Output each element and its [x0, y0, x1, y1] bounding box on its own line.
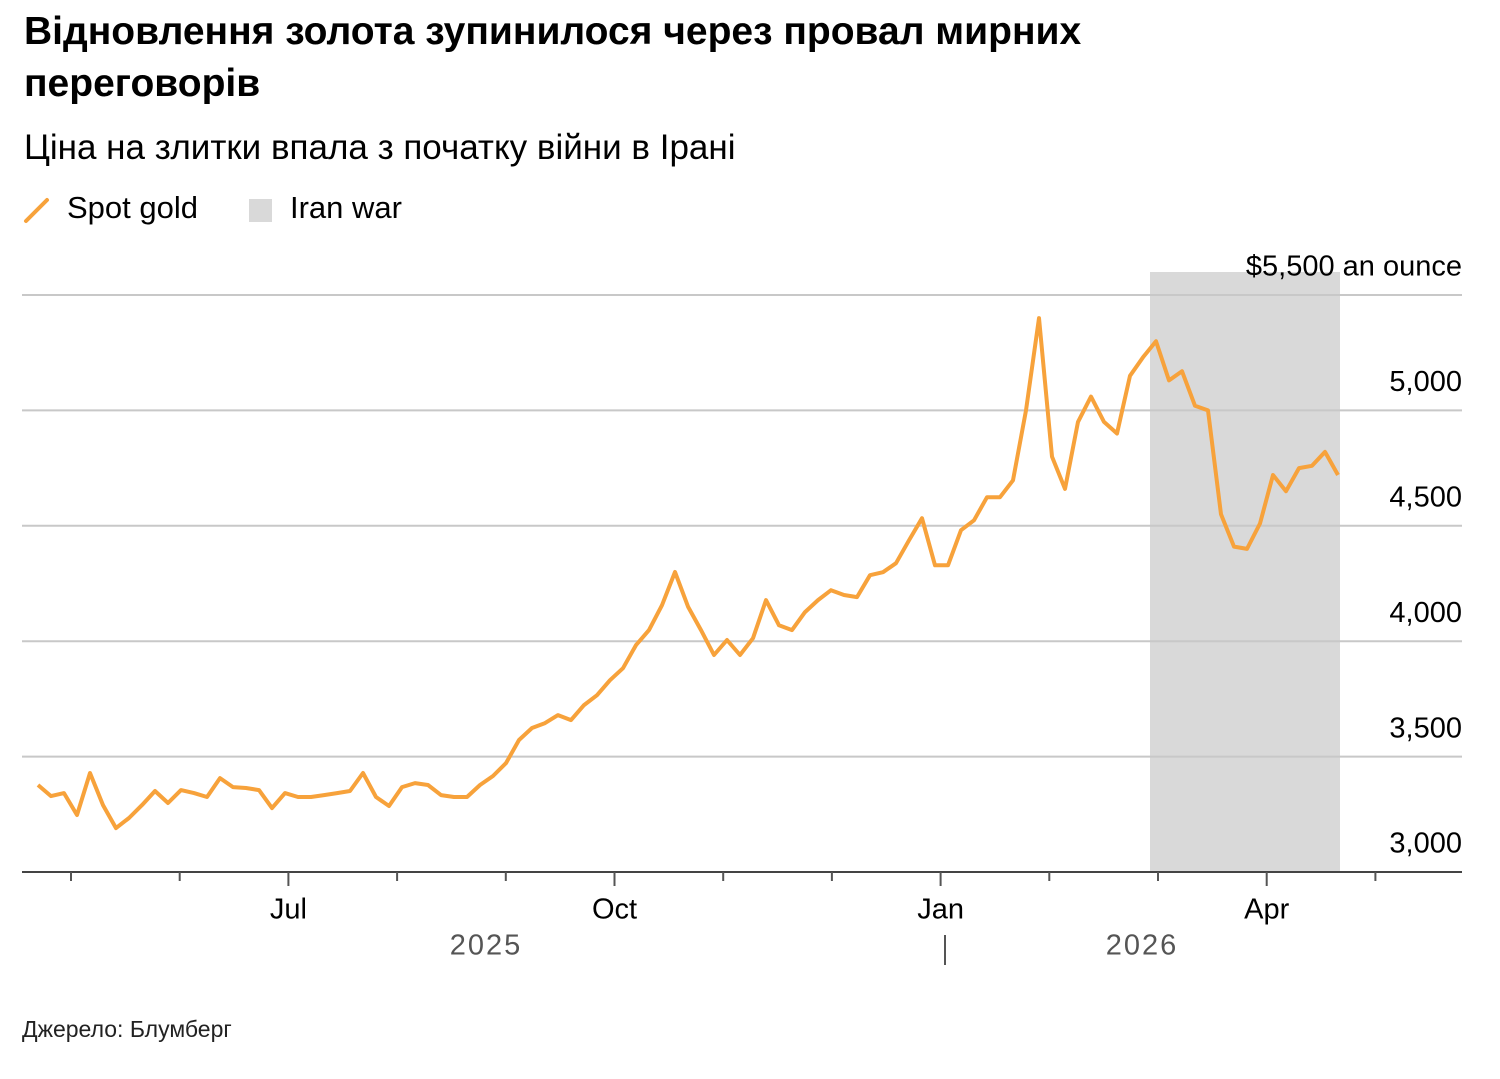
x-tick-label: Jan — [917, 894, 964, 926]
legend-line-icon — [24, 198, 49, 223]
y-tick-label: 5,000 — [1389, 366, 1462, 398]
gold-line — [36, 316, 1340, 831]
year-label: 2026 — [1106, 930, 1179, 962]
legend-shade-icon — [249, 199, 272, 222]
chart-subtitle: Ціна на злитки впала з початку війни в І… — [24, 128, 736, 167]
source-note: Джерело: Блумберг — [22, 1016, 232, 1042]
y-tick-label: 3,000 — [1389, 828, 1462, 860]
x-tick-label: Apr — [1244, 894, 1289, 926]
x-tick-label: Jul — [270, 894, 307, 926]
y-tick-label: 3,500 — [1389, 712, 1462, 744]
y-tick-label: 4,500 — [1389, 481, 1462, 513]
iran-war-shade — [1150, 272, 1340, 872]
y-tick-label: $5,500 an ounce — [1246, 251, 1462, 283]
chart-title: Відновлення золота зупинилося через пров… — [24, 10, 1082, 105]
year-label: 2025 — [450, 930, 523, 962]
legend-label: Iran war — [290, 190, 402, 225]
x-tick-label: Oct — [592, 894, 637, 926]
legend-label: Spot gold — [67, 190, 198, 225]
y-tick-label: 4,000 — [1389, 597, 1462, 629]
